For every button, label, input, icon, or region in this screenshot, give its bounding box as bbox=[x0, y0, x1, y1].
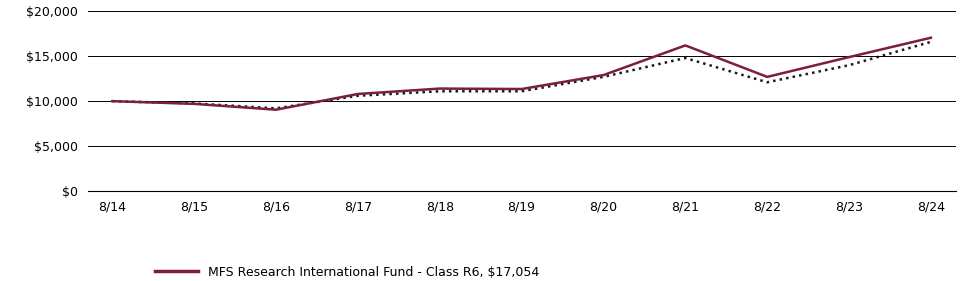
Legend: MFS Research International Fund - Class R6, $17,054, MSCI EAFE (Europe, Australa: MFS Research International Fund - Class … bbox=[155, 266, 623, 281]
